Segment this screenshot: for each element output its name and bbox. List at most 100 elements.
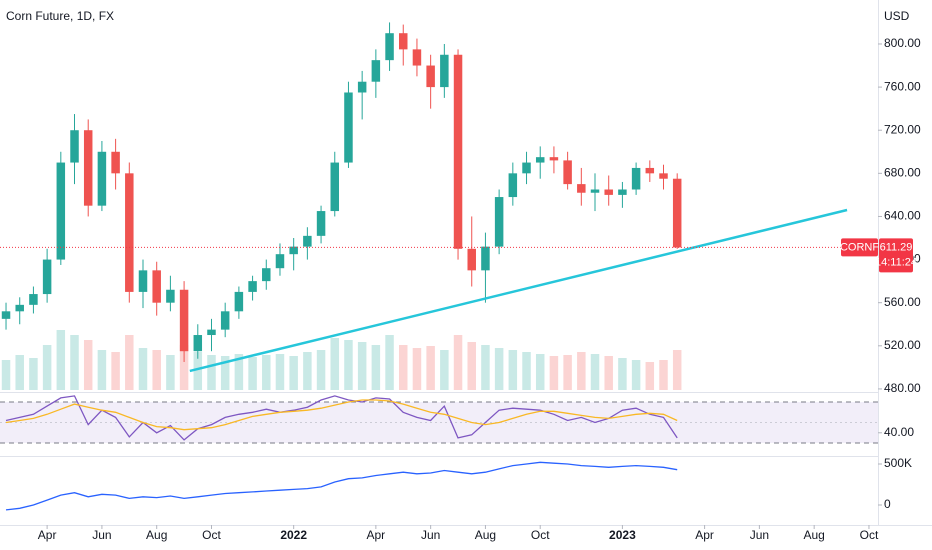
last-price-label: 611.29 [880,241,913,253]
volume-bar [590,354,600,390]
candle-body [563,160,572,185]
indicator-line [5,461,678,511]
candle-body [166,289,175,303]
volume-bar [426,346,435,390]
y-tick-label: 500K [884,456,912,470]
volume-bar [494,348,504,390]
candle-body [15,304,24,312]
candle-body [344,92,353,163]
candle-body [42,259,52,295]
volume-bar [522,352,531,390]
volume-bar [412,348,422,390]
volume-bar [42,345,52,390]
candle-body [207,329,216,336]
x-tick-label: Jun [92,528,111,542]
candle-body [535,157,545,163]
y-tick-label: 560.00 [884,295,921,309]
volume-bar [125,335,134,390]
volume-bar [563,355,572,390]
volume-bar [303,352,312,390]
candle-body [330,162,340,212]
x-tick-label: Apr [38,528,57,542]
candle-body [549,157,559,161]
volume-bar [56,330,66,390]
volume-bar [508,350,518,390]
candle-body [481,246,490,271]
y-tick-label: 40.00 [884,425,914,439]
candle-body [659,173,668,179]
symbol-tag [841,238,878,257]
volume-bar [577,352,586,390]
candle-body [494,197,504,247]
candle-body [618,189,627,195]
x-tick-label: Jun [421,528,440,542]
candle-body [604,189,613,195]
candle-body [1,311,11,319]
volume-bar [672,350,682,390]
candle-body [303,235,312,247]
indicator-line [5,399,678,431]
volume-bar [481,345,490,390]
y-tick-label: 480.00 [884,381,921,395]
x-tick-label: Aug [475,528,496,542]
y-tick-label: 800.00 [884,36,921,50]
volume-bar [234,354,244,390]
y-tick-label: 760.00 [884,79,921,93]
candle-body [152,270,161,303]
volume-bar [29,358,38,390]
volume-bar [83,340,93,390]
volume-bar [631,360,641,390]
volume-bar [316,350,326,390]
volume-bar [289,356,298,390]
volume-bar [193,352,203,390]
volume-bar [535,354,545,390]
volume-bar [152,350,161,390]
candle-body [399,33,408,50]
volume-bar [248,357,257,390]
volume-bar [399,345,408,390]
candle-body [412,49,422,66]
candle-body [590,189,600,193]
y-tick-label: 640.00 [884,209,921,223]
candle-body [467,248,476,271]
candle-body [70,130,79,163]
candle-body [179,289,189,352]
currency-label: USD [884,9,910,23]
volume-bar [453,335,463,390]
y-tick-label: 520.00 [884,338,921,352]
price-tag [879,238,913,273]
candle-body [371,60,381,82]
candle-body [631,167,641,190]
volume-bar [344,340,353,390]
candle-body [56,162,66,260]
x-tick-label: Oct [860,528,879,542]
x-tick-label: Jun [750,528,769,542]
volume-bar [467,342,476,390]
candle-body [426,65,435,88]
volume-bar [15,355,24,390]
candle-body [97,151,107,206]
volume-bar [179,345,189,390]
symbol-label: CORNF [840,241,879,253]
x-tick-label: Oct [202,528,221,542]
candle-body [672,178,682,248]
x-tick-label: Apr [367,528,386,542]
volume-bar [440,350,449,390]
volume-bar [207,355,216,390]
y-tick-label: 720.00 [884,122,921,136]
candle-body [316,211,326,236]
candle-body [508,173,518,198]
candle-body [645,167,655,174]
candle-body [138,270,148,292]
volume-bar [262,355,271,390]
candle-body [357,81,367,93]
volume-bar [111,352,120,390]
candle-body [262,268,271,282]
candle-body [275,254,285,269]
x-tick-label: Oct [531,528,550,542]
candle-body [248,281,257,292]
candle-body [577,184,586,193]
volume-bar [275,354,285,390]
